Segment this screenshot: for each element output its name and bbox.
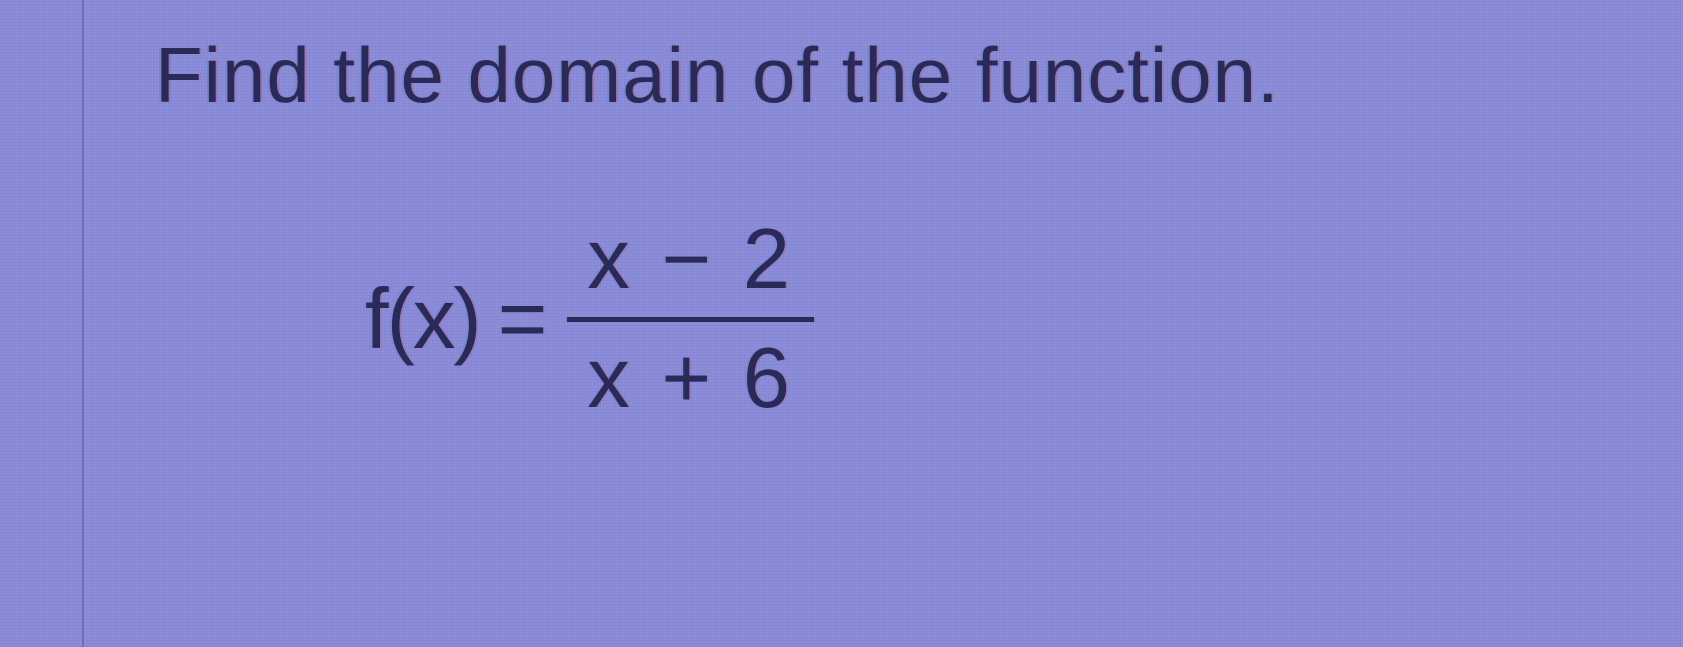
problem-content: Find the domain of the function. f(x) = …: [155, 30, 1555, 428]
function-formula: f(x) = x − 2 x + 6: [365, 211, 1555, 428]
formula-lhs: f(x): [365, 271, 480, 369]
numerator: x − 2: [567, 211, 814, 317]
fraction: x − 2 x + 6: [567, 211, 814, 428]
question-prompt: Find the domain of the function.: [155, 30, 1555, 121]
equals-sign: =: [498, 271, 548, 369]
denominator: x + 6: [567, 322, 814, 428]
margin-rule: [82, 0, 84, 647]
